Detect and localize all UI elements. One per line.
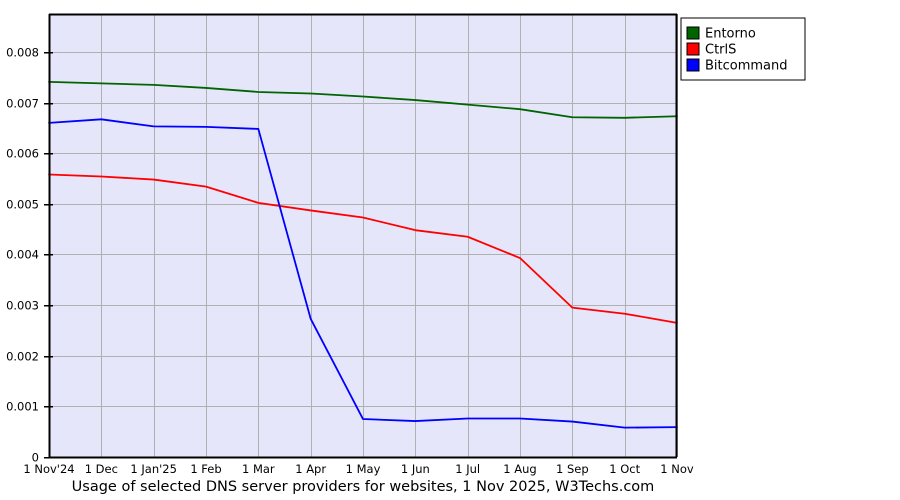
y-tick-label: 0.003: [6, 299, 39, 313]
x-tick-label: 1 Nov'24: [23, 462, 74, 476]
y-tick-label: 0.004: [6, 248, 39, 262]
series-lines: [48, 80, 678, 429]
x-tick-label: 1 Sep: [556, 462, 589, 476]
x-tick-label: 1 Jul: [455, 462, 480, 476]
y-tick-label: 0.007: [6, 97, 39, 111]
x-tick-label: 1 Dec: [85, 462, 118, 476]
y-tick-label: 0.002: [6, 350, 39, 364]
y-tick-label: 0.005: [6, 198, 39, 212]
x-tick-label: 1 Oct: [609, 462, 640, 476]
x-tick-label: 1 Jan'25: [130, 462, 177, 476]
legend-label-bitcommand: Bitcommand: [705, 59, 788, 74]
series-line-bitcommand: [48, 118, 678, 429]
legend-label-entorno: Entorno: [705, 27, 756, 42]
legend-swatch-bitcommand: [686, 58, 700, 72]
x-tick-label: 1 May: [346, 462, 381, 476]
x-axis-tick-labels: 1 Nov'24 1 Dec 1 Jan'25 1 Feb 1 Mar 1 Apr 1 Ma…: [23, 462, 694, 476]
legend-box: [680, 17, 806, 81]
x-tick-label: 1 Aug: [503, 462, 536, 476]
x-tick-label: 1 Apr: [295, 462, 326, 476]
x-tick-label: 1 Jun: [401, 462, 430, 476]
legend-swatch-entorno: [686, 26, 700, 40]
legend-label-ctrls: CtrlS: [705, 43, 736, 58]
axes: [44, 13, 678, 459]
y-axis-tick-labels: 0 0.001 0.002 0.003 0.004 0.005 0.006 0.007 0.00…: [6, 46, 39, 465]
series-line-ctrls: [48, 173, 678, 324]
y-tick-label: 0: [32, 451, 39, 465]
x-tick-label: 1 Feb: [190, 462, 221, 476]
x-tick-label: 1 Nov: [660, 462, 694, 476]
legend-swatch-ctrls: [686, 42, 700, 56]
y-tick-label: 0.001: [6, 400, 39, 414]
y-tick-label: 0.008: [6, 46, 39, 60]
series-line-entorno: [48, 80, 678, 119]
chart-title: Usage of selected DNS server providers f…: [72, 479, 655, 495]
y-tick-label: 0.006: [6, 147, 39, 161]
x-tick-label: 1 Mar: [242, 462, 275, 476]
